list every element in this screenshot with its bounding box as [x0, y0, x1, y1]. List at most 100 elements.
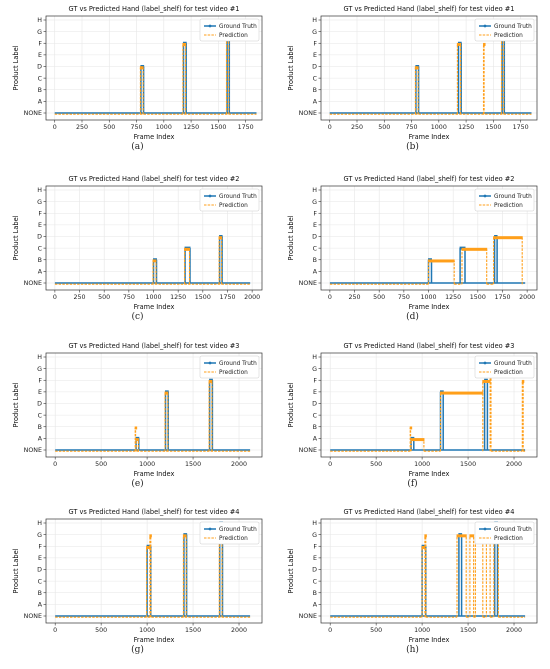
y-tick-label: G [312, 366, 317, 373]
legend-label: Ground Truth [219, 361, 257, 367]
x-tick-label: 750 [131, 124, 143, 131]
y-tick-label: NONE [24, 447, 42, 454]
y-tick-label: F [313, 543, 317, 550]
y-axis-label: Product Label [287, 548, 295, 593]
x-tick-label: 1750 [513, 124, 529, 131]
legend-box [199, 188, 260, 212]
y-axis-label: Product Label [287, 45, 295, 90]
y-tick-label: E [38, 52, 42, 59]
y-tick-label: C [38, 245, 43, 252]
legend-label: Prediction [494, 203, 523, 209]
prediction-marker [428, 259, 455, 263]
prediction-series-line [330, 369, 526, 452]
y-tick-label: NONE [299, 280, 317, 287]
legend-box [199, 355, 260, 379]
x-tick-label: 0 [53, 124, 57, 131]
y-tick-label: D [37, 567, 42, 574]
chart-panel-f: 0 500 1000 1500 2000 NONE A B C D E F G H GT vs Predic… [275, 337, 550, 503]
y-tick-label: C [38, 578, 43, 585]
prediction-marker [164, 391, 169, 395]
y-tick-label: A [313, 602, 318, 609]
subfigure-caption: (g) [131, 645, 144, 655]
legend-marker [483, 194, 487, 198]
plot-frame [45, 185, 263, 291]
y-tick-label: B [38, 424, 42, 431]
legend-marker [208, 24, 212, 28]
y-tick-label: D [37, 234, 42, 241]
legend-label: Ground Truth [494, 361, 532, 367]
x-tick-label: 1000 [139, 627, 155, 634]
x-tick-label: 500 [370, 627, 382, 634]
chart-panel-g: 0 500 1000 1500 2000 NONE A B C D E F G H GT vs Predic… [0, 503, 275, 669]
x-tick-label: 250 [74, 294, 86, 301]
prediction-marker [483, 42, 486, 46]
prediction-marker [521, 379, 525, 383]
chart-title: GT vs Predicted Hand (label_shelf) for t… [69, 175, 240, 183]
prediction-marker [461, 247, 488, 251]
chart-title: GT vs Predicted Hand (label_shelf) for t… [69, 342, 240, 350]
legend: Ground Truth Prediction [474, 18, 535, 42]
y-tick-label: C [313, 578, 318, 585]
y-tick-label: D [37, 401, 42, 408]
y-tick-label: B [38, 590, 42, 597]
chart-title: GT vs Predicted Hand (label_shelf) for t… [69, 508, 240, 516]
x-tick-label: 250 [351, 124, 363, 131]
x-tick-label: 1000 [156, 124, 172, 131]
plot-frame [320, 185, 538, 291]
y-tick-label: E [38, 389, 42, 396]
x-tick-label: 750 [398, 294, 410, 301]
prediction-marker [424, 534, 427, 538]
y-tick-label: D [37, 64, 42, 71]
x-tick-label: 1000 [414, 461, 430, 468]
x-tick-label: 1000 [431, 124, 447, 131]
y-axis-label: Product Label [12, 45, 20, 90]
y-tick-label: B [313, 87, 317, 94]
subfigure-caption: (h) [406, 645, 419, 655]
y-axis-label: Product Label [287, 382, 295, 427]
subfigure-caption: (f) [407, 479, 418, 489]
x-tick-label: 1500 [185, 627, 201, 634]
legend-label: Ground Truth [219, 24, 257, 30]
y-tick-label: H [312, 354, 317, 361]
y-tick-label: E [313, 389, 317, 396]
legend-label: Prediction [219, 536, 248, 542]
x-tick-label: 1750 [494, 294, 510, 301]
x-axis-label: Frame Index [409, 303, 450, 311]
y-tick-label: E [38, 555, 42, 562]
y-tick-label: D [312, 401, 317, 408]
legend-label: Prediction [494, 370, 523, 376]
x-tick-label: 2000 [506, 461, 522, 468]
x-axis-label: Frame Index [409, 133, 450, 141]
y-tick-label: NONE [299, 447, 317, 454]
legend: Ground Truth Prediction [474, 355, 535, 379]
x-tick-label: 0 [328, 461, 332, 468]
x-tick-label: 500 [103, 124, 115, 131]
y-tick-label: H [312, 187, 317, 194]
y-tick-label: NONE [24, 280, 42, 287]
prediction-marker [456, 42, 462, 46]
chart-panel-a: 0 250 500 750 1000 1250 1500 1750 NONE A B C D E F G H GT… [0, 0, 275, 166]
x-tick-label: 1500 [460, 627, 476, 634]
y-tick-label: G [37, 29, 42, 36]
y-tick-label: E [313, 52, 317, 59]
legend-box [474, 355, 535, 379]
y-tick-label: E [38, 222, 42, 229]
x-axis-label: Frame Index [134, 133, 175, 141]
x-tick-label: 500 [378, 124, 390, 131]
y-axis-label: Product Label [12, 382, 20, 427]
y-tick-label: C [313, 75, 318, 82]
chart-panel-e: 0 500 1000 1500 2000 NONE A B C D E F G H GT vs Predic… [0, 337, 275, 503]
prediction-marker [149, 534, 152, 538]
y-tick-label: NONE [299, 110, 317, 117]
legend-label: Prediction [219, 203, 248, 209]
prediction-marker [456, 534, 467, 538]
plot-frame [45, 352, 263, 458]
y-tick-label: NONE [24, 110, 42, 117]
x-axis-label: Frame Index [134, 470, 175, 478]
plot-frame [45, 518, 263, 624]
y-tick-label: F [38, 40, 42, 47]
y-tick-label: B [313, 424, 317, 431]
